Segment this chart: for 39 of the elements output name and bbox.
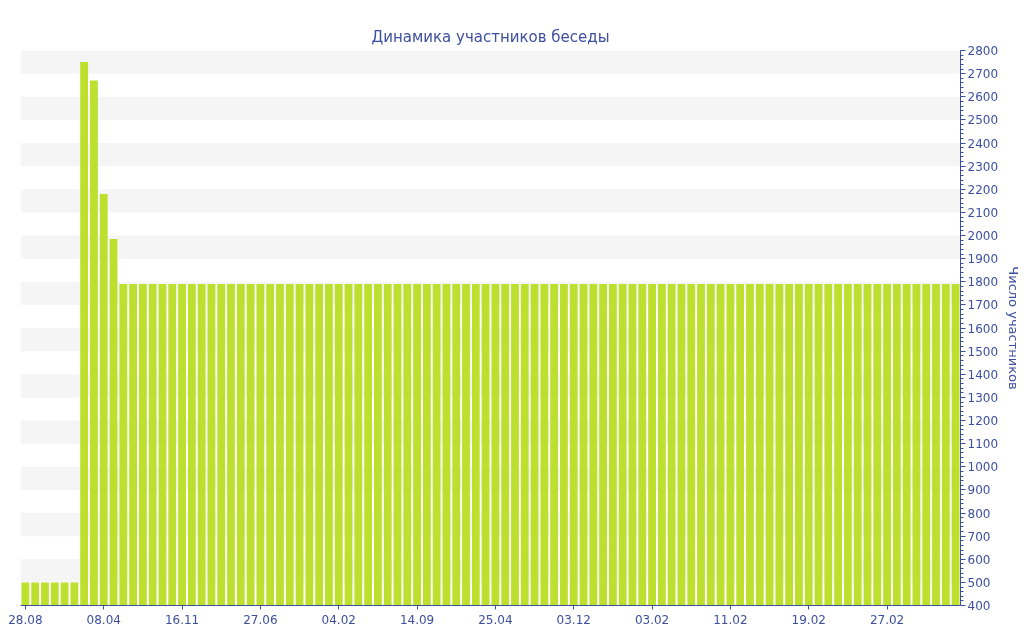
y-tick-label: 1700 xyxy=(967,298,999,313)
y-tick-label: 900 xyxy=(967,483,991,498)
y-tick-label: 1800 xyxy=(967,275,999,290)
x-tick-label: 04.02 xyxy=(321,612,356,627)
x-tick-label: 27.02 xyxy=(869,612,905,627)
y-tick-label: 1400 xyxy=(967,367,999,382)
y-tick-label: 1500 xyxy=(967,344,999,359)
y-tick-label: 1600 xyxy=(967,321,999,336)
y-tick-label: 2800 xyxy=(967,44,999,58)
y-tick-label: 1300 xyxy=(967,390,999,405)
y-tick-label: 2100 xyxy=(967,205,999,220)
y-tick-label: 2000 xyxy=(967,229,999,243)
y-tick-label: 2600 xyxy=(967,90,999,105)
y-tick-label: 2400 xyxy=(967,136,999,151)
y-tick-label: 400 xyxy=(967,599,991,613)
x-tick-label: 19.02 xyxy=(791,612,826,627)
y-tick-label: 1200 xyxy=(967,414,999,428)
x-tick-label: 11.02 xyxy=(713,612,748,627)
y-axis-title: Число участников xyxy=(1006,266,1022,390)
y-tick-label: 1900 xyxy=(967,252,999,267)
y-tick-label: 600 xyxy=(967,552,991,567)
x-tick-label: 03.02 xyxy=(634,612,670,627)
y-tick-label: 2300 xyxy=(967,159,999,174)
x-tick-label: 16.11 xyxy=(164,612,200,627)
y-tick-label: 2500 xyxy=(967,113,999,128)
y-tick-label: 700 xyxy=(967,529,991,544)
x-tick-label: 28.08 xyxy=(8,612,43,627)
chart-title: Динамика участников беседы xyxy=(371,27,610,46)
y-tick-label: 2200 xyxy=(967,182,999,197)
x-tick-label: 14.09 xyxy=(399,612,435,627)
y-tick-label: 1100 xyxy=(967,437,999,452)
y-tick-label: 2700 xyxy=(967,67,999,82)
y-tick-label: 500 xyxy=(967,575,991,590)
x-tick-label: 27.06 xyxy=(243,612,278,627)
x-tick-label: 25.04 xyxy=(478,612,513,627)
y-tick-label: 1000 xyxy=(967,460,999,475)
y-tick-label: 800 xyxy=(967,506,991,521)
x-tick-label: 08.04 xyxy=(86,612,121,627)
x-tick-label: 03.12 xyxy=(556,612,591,627)
